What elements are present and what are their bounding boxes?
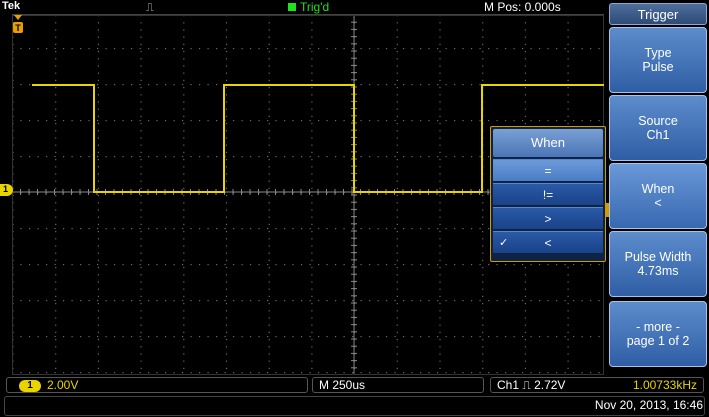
when-option-equal[interactable]: =	[493, 159, 603, 181]
type-button[interactable]: Type Pulse	[609, 27, 707, 93]
trigger-side-menu: Trigger Type Pulse Source Ch1 When < Pulse …	[609, 3, 707, 367]
when-option-greater[interactable]: >	[493, 207, 603, 229]
ch1-waveform	[32, 84, 604, 193]
when-option-not-equal[interactable]: !=	[493, 183, 603, 205]
ch1-badge: 1	[19, 380, 41, 392]
when-option-less[interactable]: ✓ <	[493, 231, 603, 253]
svg-text:T: T	[15, 23, 21, 33]
when-popup: When = != > ✓ <	[490, 126, 609, 262]
ch1-ground-marker-label: 1	[3, 184, 9, 194]
popup-connector	[605, 203, 609, 217]
more-button[interactable]: - more - page 1 of 2	[609, 301, 707, 367]
ch1-scale-readout[interactable]: 1 2.00V	[6, 377, 308, 393]
horizontal-position-readout: M Pos: 0.000s	[484, 0, 561, 14]
graticule	[12, 15, 604, 375]
menu-title: Trigger	[609, 3, 707, 25]
trigger-readout[interactable]: Ch1 ⎍ 2.72V 1.00733kHz	[490, 377, 704, 393]
trigger-status-icon	[288, 3, 296, 11]
check-icon: ✓	[499, 237, 509, 249]
timebase-readout[interactable]: M 250us	[312, 377, 484, 393]
trigger-status: Trig'd	[288, 0, 329, 14]
bottom-status-bar: 1 2.00V M 250us Ch1 ⎍ 2.72V 1.00733kHz	[0, 376, 709, 394]
when-button[interactable]: When <	[609, 163, 707, 229]
frequency-readout: 1.00733kHz	[632, 378, 697, 392]
trigger-level: Ch1 ⎍ 2.72V	[497, 378, 566, 392]
date-time: Nov 20, 2013, 16:46	[594, 398, 703, 412]
when-popup-title: When	[493, 129, 603, 157]
date-bar: Nov 20, 2013, 16:46	[0, 396, 709, 417]
pulse-trigger-icon: ⎍	[146, 1, 154, 14]
ch1-ground-marker[interactable]	[0, 184, 13, 196]
brand-logo: Tek	[2, 0, 21, 12]
pulse-width-button[interactable]: Pulse Width 4.73ms	[609, 231, 707, 297]
ch1-volts-div: 2.00V	[47, 378, 79, 392]
top-status-bar: Tek ⎍ Trig'd M Pos: 0.000s	[0, 0, 606, 14]
source-button[interactable]: Source Ch1	[609, 95, 707, 161]
trigger-position-marker: T	[13, 15, 23, 33]
